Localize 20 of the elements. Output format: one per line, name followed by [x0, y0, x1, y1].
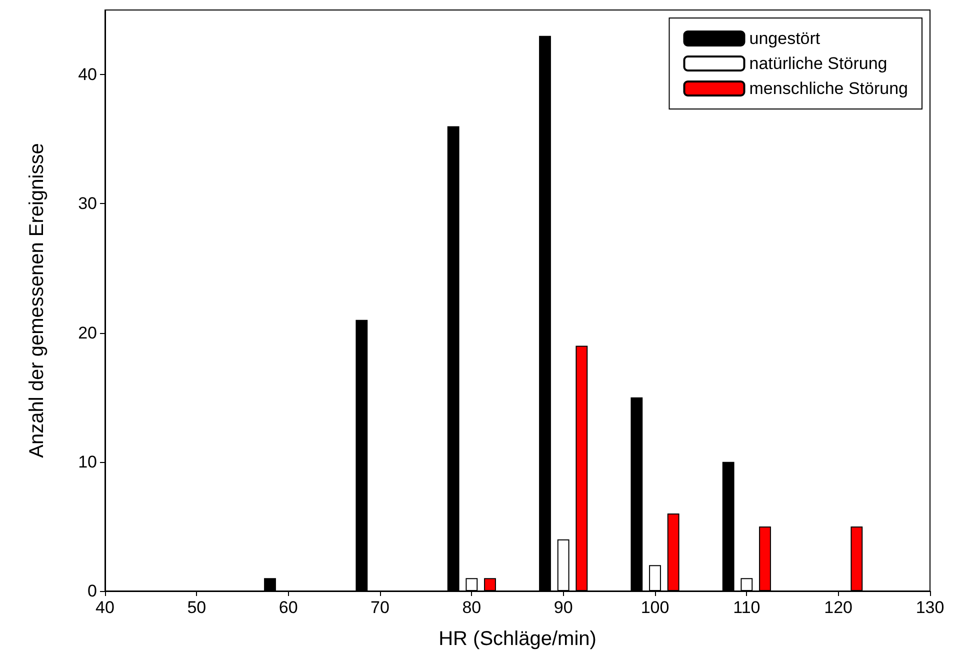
x-tick-label: 120: [824, 598, 853, 617]
legend-label: menschliche Störung: [749, 79, 908, 98]
x-tick-label: 100: [640, 598, 670, 617]
x-tick-label: 130: [916, 598, 944, 617]
y-tick-label: 10: [78, 452, 97, 472]
y-tick-label: 40: [78, 65, 97, 84]
y-axis-title: Anzahl der gemessenen Ereignisse: [26, 143, 48, 458]
x-tick-label: 70: [370, 598, 390, 617]
x-tick-label: 110: [733, 598, 760, 617]
legend-label: ungestört: [749, 29, 820, 48]
y-tick-label: 20: [78, 323, 97, 342]
x-tick-label: 80: [462, 598, 482, 617]
x-tick-label: 90: [554, 598, 573, 617]
x-axis-title: HR (Schläge/min): [438, 628, 596, 650]
y-tick-label: 30: [78, 194, 97, 214]
legend-label: natürliche Störung: [749, 54, 888, 73]
x-tick-label: 40: [96, 598, 114, 617]
x-tick-label: 50: [187, 598, 206, 617]
y-tick-label: 0: [88, 582, 97, 600]
x-tick-label: 60: [278, 598, 298, 617]
